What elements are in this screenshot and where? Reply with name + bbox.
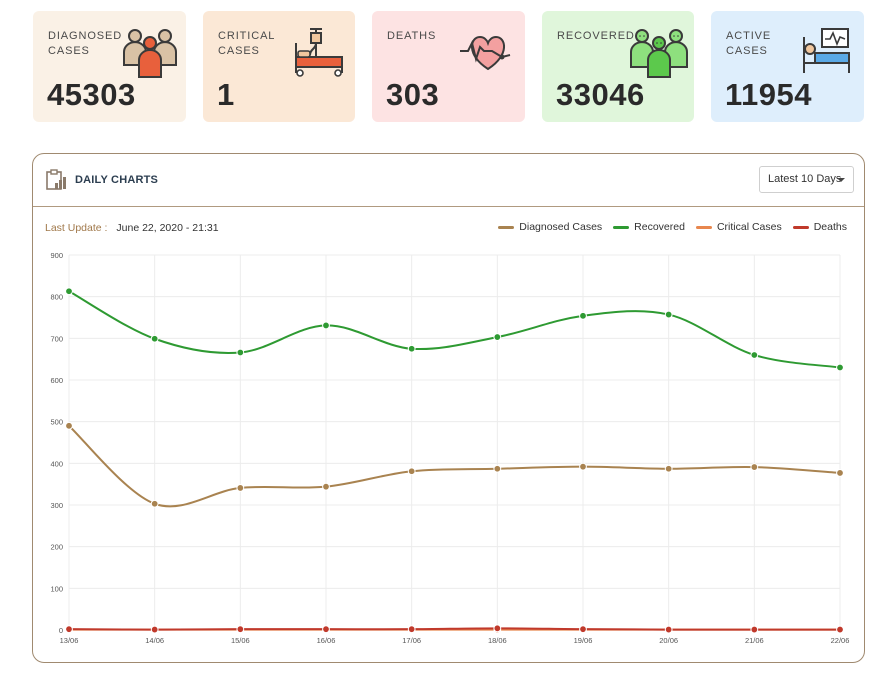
data-point-deaths — [579, 625, 587, 634]
panel-title: DAILY CHARTS — [75, 174, 159, 186]
data-point-deaths — [236, 625, 245, 634]
data-point-diagnosed — [150, 499, 159, 508]
data-point-diagnosed — [750, 463, 759, 471]
stat-value: 45303 — [47, 77, 136, 112]
data-point-recovered — [664, 310, 673, 319]
last-update-value: June 22, 2020 - 21:31 — [116, 222, 219, 234]
legend-label: Critical Cases — [716, 221, 782, 233]
stat-value: 33046 — [556, 77, 645, 112]
x-tick-label: 14/06 — [145, 636, 164, 645]
legend-item-deaths[interactable]: Deaths — [792, 221, 847, 233]
x-tick-label: 13/06 — [60, 636, 79, 645]
legend-swatch — [498, 225, 515, 229]
legend-item-diagnosed[interactable]: Diagnosed Cases — [498, 221, 602, 233]
hospital-bed-icon — [292, 27, 346, 84]
data-point-diagnosed — [322, 482, 330, 491]
y-tick-label: 500 — [50, 418, 63, 427]
group-icon — [120, 27, 180, 84]
data-point-recovered — [65, 287, 73, 296]
stat-value: 11954 — [725, 77, 812, 112]
stat-label: Critical Cases — [218, 30, 275, 57]
legend-item-critical[interactable]: Critical Cases — [695, 221, 782, 233]
heartbeat-icon — [458, 31, 518, 76]
stat-value: 303 — [386, 77, 440, 112]
stat-label: Diagnosed Cases — [48, 30, 123, 57]
y-tick-label: 100 — [50, 584, 63, 593]
stat-card-critical: Critical Cases 1 — [203, 11, 355, 122]
last-update-label: Last Update : — [45, 222, 108, 234]
data-point-deaths — [65, 625, 73, 634]
stat-card-diagnosed: Diagnosed Cases 45303 — [33, 11, 186, 122]
data-point-deaths — [493, 624, 502, 633]
y-tick-label: 300 — [50, 501, 63, 510]
data-point-deaths — [836, 625, 844, 634]
data-point-deaths — [150, 625, 159, 634]
series-line-recovered — [68, 290, 841, 369]
stat-value: 1 — [217, 77, 235, 112]
x-tick-label: 17/06 — [402, 636, 421, 645]
data-point-recovered — [579, 311, 587, 320]
x-tick-label: 18/06 — [488, 636, 507, 645]
data-point-recovered — [407, 344, 416, 353]
panel-header: DAILY CHARTS Latest 10 Days — [33, 154, 864, 207]
x-tick-label: 20/06 — [659, 636, 678, 645]
data-point-diagnosed — [65, 421, 73, 430]
chevron-down-icon — [837, 178, 845, 182]
data-point-recovered — [493, 333, 502, 341]
recovered-group-icon — [629, 27, 689, 84]
daily-line-chart: 0 100 200 300 400 500 600 700 800 900 13/06 14/06 15… — [50, 251, 850, 645]
y-tick-label: 0 — [59, 626, 63, 635]
legend-item-recovered[interactable]: Recovered — [613, 221, 685, 233]
data-point-recovered — [750, 351, 759, 359]
legend-label: Recovered — [634, 221, 685, 233]
y-tick-label: 800 — [50, 293, 63, 302]
legend-swatch — [792, 225, 809, 229]
data-point-diagnosed — [836, 469, 844, 477]
series-line-deaths — [68, 627, 840, 631]
data-point-diagnosed — [407, 467, 416, 476]
range-select-value: Latest 10 Days — [768, 173, 842, 185]
x-tick-label: 19/06 — [574, 636, 593, 645]
y-tick-label: 400 — [50, 459, 63, 468]
data-point-diagnosed — [579, 462, 587, 471]
range-select[interactable]: Latest 10 Days — [759, 166, 854, 193]
legend-label: Diagnosed Cases — [519, 221, 603, 233]
y-tick-label: 200 — [50, 543, 63, 552]
stat-label: Deaths — [387, 30, 437, 42]
x-tick-label: 21/06 — [745, 636, 764, 645]
stat-label: Active Cases — [726, 30, 772, 57]
stat-card-active: Active Cases 11954 — [711, 11, 864, 122]
legend-label: Deaths — [813, 221, 847, 233]
x-tick-label: 22/06 — [831, 636, 850, 645]
data-point-deaths — [407, 625, 416, 634]
data-point-recovered — [236, 348, 245, 357]
data-point-diagnosed — [493, 464, 502, 473]
last-update: Last Update : June 22, 2020 - 21:31 — [45, 222, 219, 234]
data-point-deaths — [664, 625, 673, 634]
legend-swatch — [613, 225, 630, 229]
y-tick-label: 900 — [50, 251, 63, 260]
x-tick-label: 16/06 — [317, 636, 336, 645]
chart-legend: Diagnosed Cases Recovered Critical Cases… — [498, 221, 847, 233]
data-point-recovered — [322, 321, 330, 330]
stat-card-recovered: Recovered 33046 — [542, 11, 694, 122]
chart-clipboard-icon — [45, 169, 67, 196]
data-point-diagnosed — [236, 484, 245, 492]
patient-monitor-icon — [802, 27, 852, 80]
x-tick-label: 15/06 — [231, 636, 250, 645]
data-point-diagnosed — [664, 464, 673, 473]
data-point-recovered — [150, 334, 159, 343]
stat-card-deaths: Deaths 303 — [372, 11, 525, 122]
y-tick-label: 600 — [50, 376, 63, 385]
legend-swatch — [695, 225, 712, 229]
series-line-diagnosed — [68, 425, 841, 508]
data-point-deaths — [322, 625, 330, 634]
daily-charts-panel: DAILY CHARTS Latest 10 Days Last Update … — [32, 153, 865, 663]
data-point-deaths — [750, 625, 759, 634]
stat-label: Recovered — [557, 30, 635, 42]
y-tick-label: 700 — [50, 334, 63, 343]
data-point-recovered — [836, 363, 844, 372]
